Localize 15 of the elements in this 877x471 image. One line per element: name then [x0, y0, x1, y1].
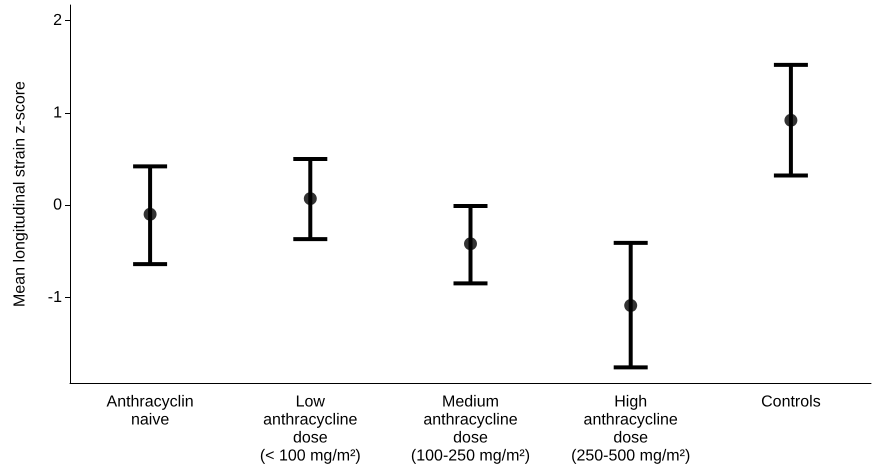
point [624, 299, 638, 312]
y-tick-label: 0 [53, 196, 62, 214]
point [144, 208, 157, 221]
y-tick-label: 2 [53, 12, 62, 30]
x-tick-label: High anthracycline dose (250-500 mg/m²) [571, 394, 690, 464]
point [784, 114, 798, 127]
x-tick-label: Low anthracycline dose (< 100 mg/m²) [260, 394, 361, 464]
point [464, 237, 477, 250]
x-tick-label: Controls [761, 394, 821, 410]
x-tick-label: Anthracyclin naive [106, 394, 194, 428]
y-tick-label: 1 [53, 104, 62, 122]
y-axis-title: Mean longitudinal strain z-score [12, 80, 28, 307]
x-tick-label: Medium anthracycline dose (100-250 mg/m²) [410, 394, 530, 464]
point [304, 192, 317, 206]
y-tick-label: -1 [48, 288, 62, 306]
